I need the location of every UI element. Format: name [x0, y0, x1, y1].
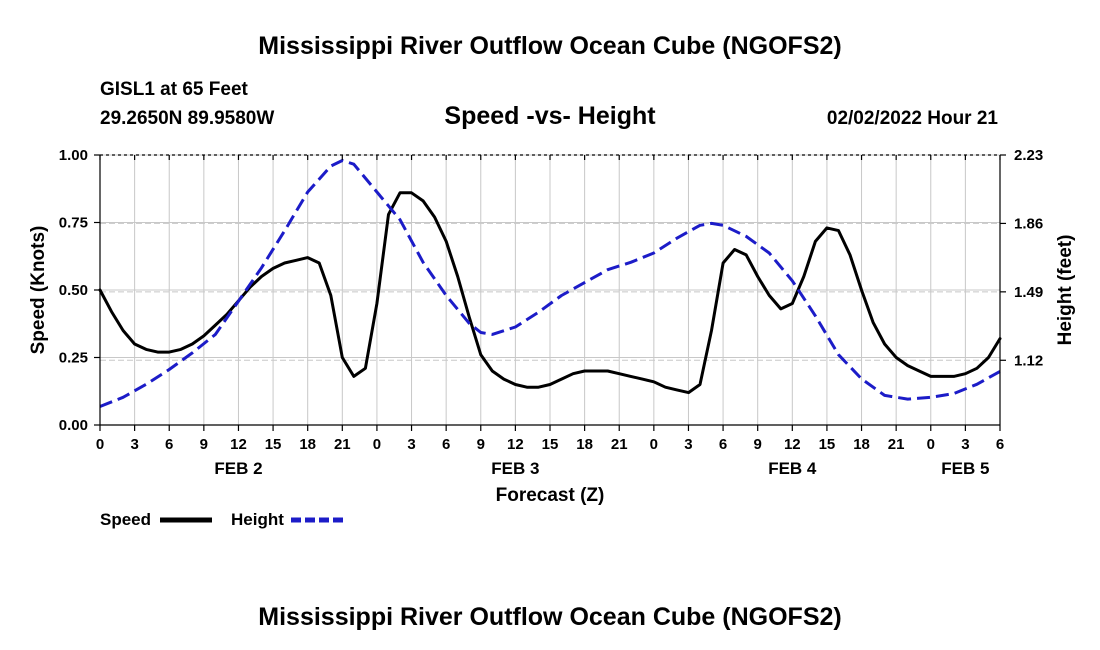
x-tick-label: 18 — [576, 436, 593, 453]
station-name: GISL1 at 65 Feet — [100, 79, 249, 100]
day-label: FEB 3 — [491, 459, 539, 478]
x-tick-label: 3 — [961, 436, 969, 453]
y-tick-label-right: 1.86 — [1014, 215, 1043, 232]
series-line-height — [99, 159, 1001, 408]
day-label: FEB 4 — [768, 459, 817, 478]
forecast-datetime: 02/02/2022 Hour 21 — [827, 108, 999, 129]
x-tick-label: 6 — [165, 436, 173, 453]
x-tick-label: 9 — [477, 436, 485, 453]
x-tick-label: 0 — [373, 436, 381, 453]
series-lines — [98, 159, 1002, 408]
x-tick-label: 6 — [719, 436, 727, 453]
x-tick-label: 3 — [130, 436, 138, 453]
y-tick-label-left: 0.75 — [59, 215, 88, 232]
x-tick-label: 3 — [684, 436, 692, 453]
y-tick-label-left: 1.00 — [59, 147, 88, 164]
x-tick-label: 9 — [200, 436, 208, 453]
x-tick-label: 21 — [611, 436, 628, 453]
x-tick-label: 15 — [542, 436, 559, 453]
x-tick-label: 3 — [407, 436, 415, 453]
x-tick-label: 18 — [853, 436, 870, 453]
x-tick-label: 0 — [927, 436, 935, 453]
y-axis-title-left: Speed (Knots) — [28, 226, 49, 355]
x-tick-label: 0 — [96, 436, 104, 453]
y-tick-label-right: 1.49 — [1014, 284, 1043, 301]
tick-labels: 0 3 6 9 12 15 18 21 0 3 6 9 12 15 18 21 0 3 6 9 12 15 18 21 0 3 6F… — [59, 147, 1043, 478]
x-tick-label: 18 — [299, 436, 316, 453]
x-tick-label: 12 — [507, 436, 524, 453]
day-label: FEB 2 — [214, 459, 262, 478]
series-line-speed — [98, 191, 1002, 395]
x-axis-title: Forecast (Z) — [496, 485, 605, 506]
axes — [94, 154, 1006, 431]
x-tick-label: 15 — [819, 436, 836, 453]
legend-height-label: Height — [231, 510, 284, 529]
repeated-chart-title: Mississippi River Outflow Ocean Cube (NG… — [258, 603, 841, 631]
y-tick-label-left: 0.25 — [59, 350, 88, 367]
day-label: FEB 5 — [941, 459, 989, 478]
x-tick-label: 12 — [784, 436, 801, 453]
x-tick-label: 21 — [334, 436, 351, 453]
y-axis-title-right: Height (feet) — [1055, 235, 1076, 346]
x-tick-label: 6 — [996, 436, 1004, 453]
y-tick-label-right: 2.23 — [1014, 147, 1043, 164]
x-tick-label: 6 — [442, 436, 450, 453]
y-tick-label-left: 0.00 — [59, 417, 88, 434]
legend-speed-label: Speed — [100, 510, 151, 529]
grid-lines — [99, 154, 1001, 426]
x-tick-label: 21 — [888, 436, 905, 453]
chart-main-title: Mississippi River Outflow Ocean Cube (NG… — [258, 32, 841, 60]
x-tick-label: 12 — [230, 436, 247, 453]
legend: Speed Height — [100, 510, 343, 529]
y-tick-label-left: 0.50 — [59, 282, 88, 299]
x-tick-label: 9 — [754, 436, 762, 453]
y-tick-label-right: 1.12 — [1014, 352, 1043, 369]
x-tick-label: 15 — [265, 436, 282, 453]
chart-subtitle: Speed -vs- Height — [444, 102, 656, 130]
station-coordinates: 29.2650N 89.9580W — [100, 108, 274, 129]
x-tick-label: 0 — [650, 436, 658, 453]
